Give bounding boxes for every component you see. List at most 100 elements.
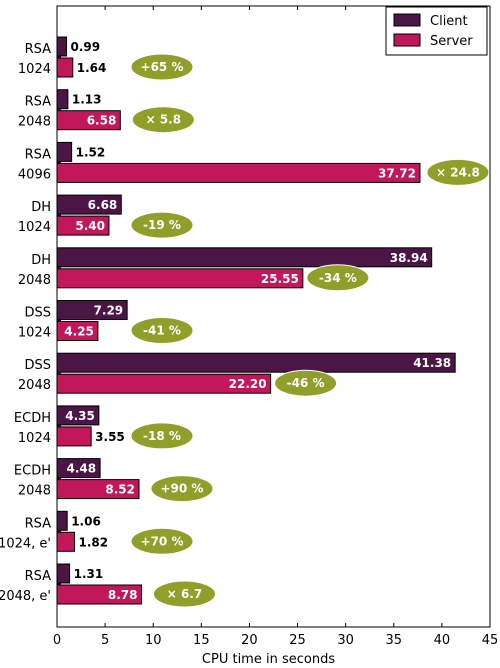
ratio-badge-label: +65 % — [141, 60, 184, 74]
server-value-label: 37.72 — [378, 166, 416, 180]
category-label-line2: 1024, e' — [0, 536, 51, 551]
category-label-line1: DSS — [24, 306, 51, 321]
legend-label-client: Client — [430, 14, 468, 29]
server-bar — [56, 584, 142, 605]
server-bar — [56, 373, 272, 394]
server-value-label: 1.82 — [79, 535, 109, 549]
ratio-badge-label: × 24.8 — [436, 165, 480, 179]
client-bar — [56, 247, 433, 268]
server-value-label: 22.20 — [229, 377, 267, 391]
client-bar — [56, 563, 71, 584]
category-label-line2: 2048, e' — [0, 589, 51, 604]
ratio-badge — [426, 158, 490, 186]
category-label-line2: 2048 — [18, 115, 51, 130]
category-label-line2: 4096 — [18, 167, 51, 182]
category-label-line2: 1024 — [18, 220, 51, 235]
client-bar — [56, 141, 73, 162]
client-bar — [56, 458, 101, 479]
server-value-label: 25.55 — [261, 272, 299, 286]
ratio-badge — [131, 106, 195, 134]
x-tick-label: 30 — [337, 633, 354, 648]
server-bar — [56, 321, 99, 341]
ratio-badge — [130, 317, 194, 344]
x-axis-label: CPU time in seconds — [202, 652, 335, 667]
client-value-label: 41.38 — [413, 356, 451, 370]
ratio-badge — [306, 264, 370, 292]
category-label-line1: ECDH — [14, 464, 51, 479]
client-bar — [56, 36, 68, 57]
server-value-label: 5.40 — [75, 219, 105, 233]
server-bar — [56, 268, 304, 289]
category-label-line2: 2048 — [18, 484, 51, 499]
client-bar — [56, 405, 100, 426]
server-bar — [56, 531, 76, 552]
category-label-line1: RSA — [25, 147, 52, 162]
x-tick-label: 5 — [101, 633, 109, 648]
category-label-line1: RSA — [25, 569, 52, 584]
server-value-label: 8.52 — [105, 483, 135, 497]
ratio-badge — [130, 422, 194, 450]
ratio-badge-label: × 6.7 — [167, 587, 203, 601]
ratio-badge — [130, 211, 194, 239]
ratio-badge-label: +70 % — [141, 534, 184, 548]
x-tick-label: 20 — [241, 633, 258, 648]
client-bar — [56, 352, 456, 373]
ratio-badge — [274, 369, 338, 397]
server-bar — [56, 426, 92, 447]
x-tick-label: 40 — [434, 633, 451, 648]
client-value-label: 38.94 — [390, 251, 428, 265]
client-value-label: 1.31 — [74, 567, 104, 581]
server-bar — [56, 110, 121, 131]
client-value-label: 4.35 — [65, 409, 95, 423]
category-label-line1: ECDH — [14, 411, 51, 426]
server-bar — [56, 479, 140, 500]
client-value-label: 1.13 — [72, 93, 102, 107]
ratio-badge-label: -41 % — [143, 324, 181, 338]
ratio-badge — [130, 53, 194, 81]
ratio-badge — [152, 580, 216, 608]
client-bar — [56, 194, 122, 215]
plot-frame — [56, 5, 491, 628]
client-bar — [56, 510, 68, 531]
server-value-label: 4.25 — [64, 325, 94, 339]
category-label-line1: RSA — [25, 516, 52, 531]
legend-swatch-server — [393, 33, 421, 47]
client-value-label: 1.52 — [76, 145, 106, 159]
ratio-badge-label: -19 % — [143, 218, 181, 232]
server-value-label: 3.55 — [95, 430, 125, 444]
category-label-line1: DH — [31, 253, 51, 268]
client-bar — [56, 300, 128, 320]
server-bar — [56, 215, 110, 236]
category-label-line1: DSS — [24, 358, 51, 373]
category-label-line2: 2048 — [18, 378, 51, 393]
client-bar — [56, 89, 69, 110]
ratio-badge-label: -34 % — [319, 271, 357, 285]
server-bar — [56, 57, 74, 78]
category-label-line2: 1024 — [18, 326, 51, 341]
category-label-line1: RSA — [25, 42, 52, 57]
category-label-line2: 1024 — [18, 62, 51, 77]
x-tick-label: 10 — [145, 633, 162, 648]
x-tick-label: 25 — [289, 633, 306, 648]
legend-swatch-client — [393, 13, 421, 27]
client-value-label: 6.68 — [88, 198, 118, 212]
server-bar — [56, 162, 421, 183]
server-value-label: 6.58 — [87, 114, 117, 128]
ratio-badge-label: +90 % — [160, 482, 203, 496]
category-label-line1: DH — [31, 200, 51, 215]
client-value-label: 4.48 — [66, 462, 96, 476]
ratio-badge — [130, 527, 194, 555]
ratio-badge-label: × 5.8 — [146, 113, 182, 127]
ratio-badge-label: -18 % — [143, 429, 181, 443]
server-value-label: 1.64 — [77, 61, 107, 75]
x-tick-label: 0 — [53, 633, 61, 648]
x-tick-label: 35 — [386, 633, 403, 648]
category-label-line1: RSA — [25, 95, 52, 110]
client-value-label: 7.29 — [94, 304, 124, 318]
x-tick-label: 45 — [482, 633, 499, 648]
client-value-label: 0.99 — [71, 40, 101, 54]
category-label-line2: 2048 — [18, 273, 51, 288]
category-label-line2: 1024 — [18, 431, 51, 446]
